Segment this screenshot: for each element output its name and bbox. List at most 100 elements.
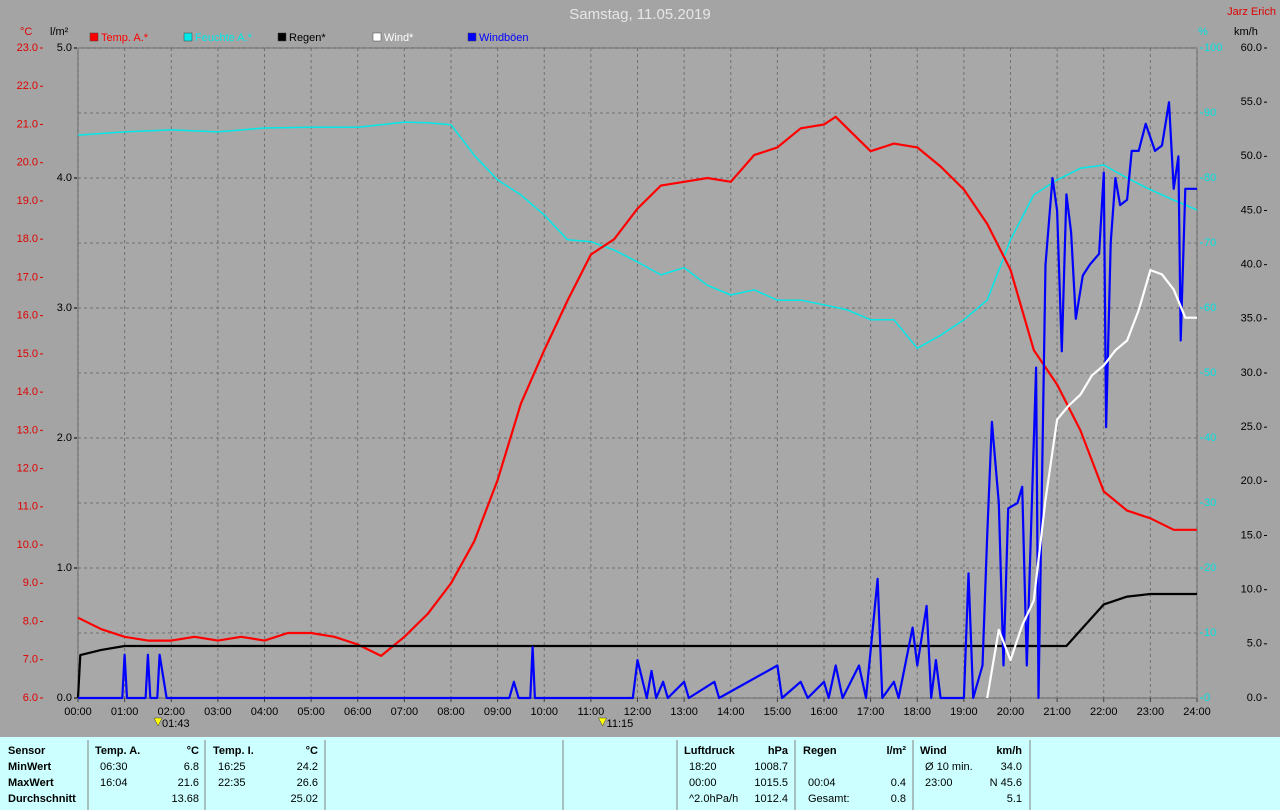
y-tick-label: 20 [1204, 562, 1216, 574]
stats-cell: 24.2 [297, 761, 318, 773]
y-tick-label: 60.0 [1241, 42, 1262, 54]
y-tick-label: 5.0 [1247, 638, 1262, 650]
x-tick-label: 15:00 [764, 706, 792, 718]
y-tick-label: 35.0 [1241, 313, 1262, 325]
stats-cell: 1012.4 [754, 793, 788, 805]
y-tick-label: 15.0 [1241, 529, 1262, 541]
stats-cell: 26.6 [297, 777, 318, 789]
x-tick-label: 11:00 [578, 706, 605, 718]
chart-title: Samstag, 11.05.2019 [569, 6, 711, 23]
author: Jarz Erich [1227, 6, 1276, 18]
stats-cell: N 45.6 [990, 777, 1022, 789]
stats-cell: 21.6 [178, 777, 199, 789]
stats-cell: 1008.7 [754, 761, 788, 773]
y-tick-label: 70 [1204, 237, 1216, 249]
stats-cell: 18:20 [689, 761, 717, 773]
x-tick-label: 21:00 [1043, 706, 1071, 718]
y-tick-label: 10.0 [1241, 584, 1262, 596]
y-tick-label: 17.0 [17, 271, 38, 283]
x-tick-label: 23:00 [1137, 706, 1165, 718]
legend-swatch [277, 32, 287, 42]
legend-label: Windböen [479, 32, 529, 44]
series-line [986, 269, 1197, 699]
y-tick-label: 100 [1204, 42, 1222, 54]
stats-unit: °C [306, 745, 318, 757]
stats-cell: 6.8 [184, 761, 199, 773]
axis-unit: % [1198, 26, 1208, 38]
x-tick-label: 02:00 [157, 706, 185, 718]
legend-swatch [89, 32, 99, 42]
y-tick-label: 9.0 [23, 577, 38, 589]
stats-cell: 00:04 [808, 777, 836, 789]
annotation-icon [153, 717, 163, 727]
y-tick-label: 50.0 [1241, 150, 1262, 162]
y-tick-label: 16.0 [17, 310, 38, 322]
x-tick-label: 19:00 [950, 706, 978, 718]
y-tick-label: 12.0 [17, 462, 38, 474]
y-tick-label: 30.0 [1241, 367, 1262, 379]
series-line [77, 121, 1198, 350]
annotation-label: 01:43 [162, 718, 190, 730]
legend-swatch [183, 32, 193, 42]
row-label: MaxWert [8, 777, 54, 789]
stats-header: Temp. A. [95, 745, 140, 757]
y-tick-label: 60 [1204, 302, 1216, 314]
y-tick-label: 4.0 [57, 172, 72, 184]
y-tick-label: 1.0 [57, 562, 72, 574]
stats-cell: 0.8 [891, 793, 906, 805]
stats-cell: 00:00 [689, 777, 717, 789]
annotation-icon [598, 717, 607, 727]
stats-unit: hPa [768, 745, 789, 757]
y-tick-label: 55.0 [1241, 96, 1262, 108]
y-tick-label: 20.0 [17, 157, 38, 169]
x-tick-label: 24:00 [1183, 706, 1211, 718]
x-tick-label: 12:00 [624, 706, 652, 718]
stats-header: Wind [920, 745, 947, 757]
stats-header: Luftdruck [684, 745, 736, 757]
y-tick-label: 3.0 [57, 302, 72, 314]
y-tick-label: 22.0 [17, 80, 38, 92]
y-tick-label: 13.0 [17, 424, 38, 436]
stats-cell: 16:25 [218, 761, 246, 773]
stats-header: Regen [803, 745, 837, 757]
x-tick-label: 10:00 [530, 706, 558, 718]
x-tick-label: 00:00 [64, 706, 92, 718]
x-tick-label: 07:00 [391, 706, 419, 718]
stats-dividers [87, 740, 1031, 810]
y-tick-label: 14.0 [17, 386, 38, 398]
y-tick-label: 80 [1204, 172, 1216, 184]
y-tick-label: 18.0 [17, 233, 38, 245]
y-tick-label: 11.0 [17, 501, 38, 513]
row-label: Durchschnitt [8, 793, 76, 805]
x-tick-label: 17:00 [857, 706, 885, 718]
stats-cell: ^2.0hPa/h [689, 793, 738, 805]
y-tick-label: 0.0 [1247, 692, 1262, 704]
axis-unit: °C [20, 26, 32, 38]
x-tick-label: 22:00 [1090, 706, 1118, 718]
x-tick-label: 20:00 [997, 706, 1025, 718]
y-tick-label: 20.0 [1241, 475, 1262, 487]
x-tick-label: 04:00 [251, 706, 279, 718]
stats-cell: 06:30 [100, 761, 128, 773]
x-tick-label: 03:00 [204, 706, 232, 718]
x-tick-label: 06:00 [344, 706, 372, 718]
stats-unit: l/m² [886, 745, 906, 757]
stats-cell: 1015.5 [754, 777, 788, 789]
y-tick-label: 30 [1204, 497, 1216, 509]
legend-label: Regen* [289, 32, 326, 44]
stats-cell: 0.4 [891, 777, 906, 789]
x-tick-label: 18:00 [903, 706, 931, 718]
stats-cell: 13.68 [171, 793, 199, 805]
series-line [78, 101, 1197, 700]
y-tick-label: 8.0 [23, 615, 38, 627]
stats-cell: Ø 10 min. [925, 761, 973, 773]
y-tick-label: 10.0 [17, 539, 38, 551]
y-tick-label: 19.0 [17, 195, 38, 207]
stats-cell: 22:35 [218, 777, 246, 789]
series-line [76, 592, 1197, 699]
axis-unit: km/h [1234, 26, 1258, 38]
y-tick-label: 40 [1204, 432, 1216, 444]
y-tick-label: 90 [1204, 107, 1216, 119]
x-tick-label: 08:00 [437, 706, 465, 718]
